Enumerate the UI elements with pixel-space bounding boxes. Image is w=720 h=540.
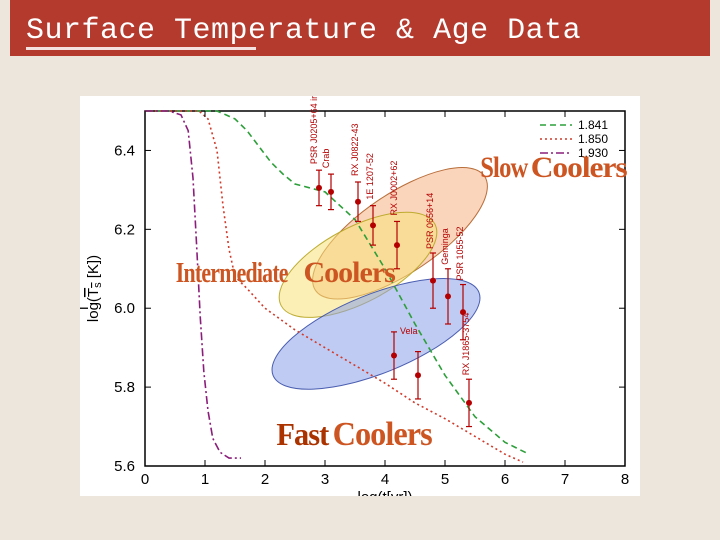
object-label: PSR 0656+14 [425, 193, 435, 249]
object-label: RX J0002+62 [389, 161, 399, 216]
x-axis-label: log(t[yr]) [357, 489, 412, 496]
object-label: RX J0822-43 [350, 123, 360, 176]
svg-text:6.4: 6.4 [114, 142, 135, 159]
intermediate-coolers-label: Intermediate Coolers [160, 256, 395, 290]
title-bar: Surface Temperature & Age Data [10, 0, 710, 56]
svg-text:6.2: 6.2 [114, 221, 135, 238]
object-label: Crab [321, 149, 331, 169]
svg-text:0: 0 [141, 471, 149, 488]
svg-text:5: 5 [441, 471, 449, 488]
fast-coolers-label: Fast Coolers [275, 416, 434, 454]
y-axis-label: log(Ts [K]) [85, 255, 104, 322]
chart-container: PSR J0205+64 in 3C58Crab RX J0822-43 1E 12… [80, 96, 640, 496]
svg-text:5.6: 5.6 [114, 458, 135, 475]
legend-item: 1.841 [578, 118, 608, 132]
svg-text:8: 8 [621, 471, 629, 488]
svg-text:7: 7 [561, 471, 569, 488]
object-label: PSR J0205+64 in 3C58 [309, 96, 319, 164]
page-title: Surface Temperature & Age Data [26, 14, 581, 48]
svg-text:2: 2 [261, 471, 269, 488]
svg-text:4: 4 [381, 471, 389, 488]
svg-text:3: 3 [321, 471, 329, 488]
svg-text:5.8: 5.8 [114, 379, 135, 396]
slow-coolers-label: Slow Coolers [475, 151, 624, 185]
legend-item: 1.850 [578, 132, 608, 146]
object-label: 1E 1207-52 [365, 153, 375, 200]
svg-text:1: 1 [201, 471, 209, 488]
object-label: Geminga [440, 228, 450, 265]
object-label: PSR 1055-52 [455, 227, 465, 281]
svg-text:6: 6 [501, 471, 509, 488]
object-label: RX J1865-3754 [461, 313, 471, 376]
object-label: Vela [400, 326, 418, 336]
svg-text:6.0: 6.0 [114, 300, 135, 317]
